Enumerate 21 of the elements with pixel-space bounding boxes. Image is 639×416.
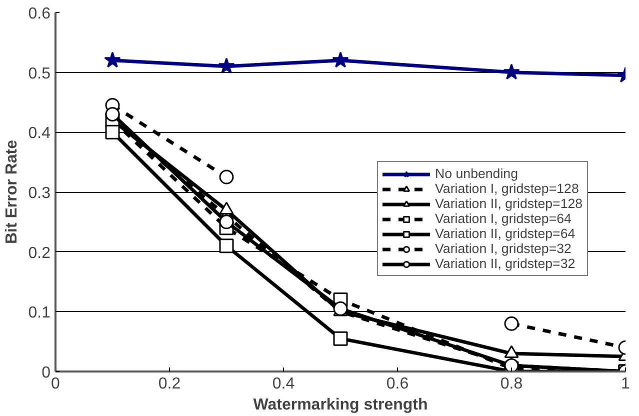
y-tick-label: 0.1 [28, 304, 51, 322]
legend-label: Variation II, gridstep=128 [435, 196, 583, 211]
y-tick-label: 0 [42, 364, 51, 382]
legend-label: Variation I, gridstep=64 [435, 211, 572, 226]
y-axis-title: Bit Error Rate [3, 140, 20, 244]
y-tick-label: 0.3 [28, 185, 51, 202]
legend-label: Variation II, gridstep=32 [435, 256, 576, 271]
x-tick-label: 0.6 [386, 376, 409, 392]
x-tick-label: 0.4 [272, 376, 295, 392]
x-tick-label: 0.8 [500, 376, 523, 392]
y-tick-label: 0.2 [28, 244, 51, 262]
y-tick-label: 0.5 [28, 65, 51, 82]
x-tick-label: 0.2 [158, 376, 181, 392]
legend-label: Variation II, gridstep=64 [435, 226, 576, 241]
x-axis-title: Watermarking strength [253, 396, 428, 414]
legend-label: Variation I, gridstep=32 [435, 241, 572, 256]
x-tick-label: 1 [621, 376, 630, 392]
legend-label: No unbending [435, 166, 518, 181]
y-tick-label: 0.6 [28, 6, 51, 22]
legend-label: Variation I, gridstep=128 [435, 181, 579, 196]
y-tick-label: 0.4 [28, 125, 51, 142]
